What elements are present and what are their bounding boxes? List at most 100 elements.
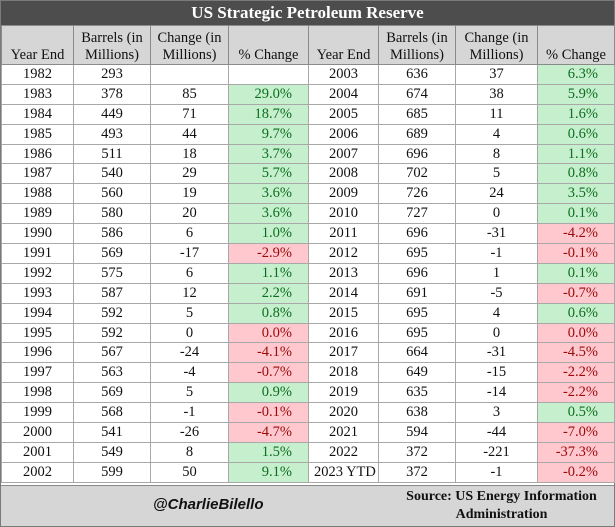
cell-year-end: 1991 (1, 243, 74, 264)
cell-pct-change-2: -4.5% (537, 342, 615, 364)
table-row: 1996 567 -24 -4.1% 2017 664 -31 -4.5% (1, 342, 615, 364)
cell-pct-change: -0.1% (228, 402, 309, 424)
cell-barrels: 580 (73, 203, 151, 225)
cell-year-end: 1985 (1, 123, 74, 145)
cell-pct-change: -4.7% (228, 422, 309, 443)
table-row: 2000 541 -26 -4.7% 2021 594 -44 -7.0% (1, 422, 615, 443)
cell-year-end-2: 2019 (308, 382, 379, 404)
table-row: 2001 549 8 1.5% 2022 372 -221 -37.3% (1, 441, 615, 463)
cell-barrels-2: 649 (378, 362, 456, 384)
cell-barrels: 493 (73, 123, 151, 145)
cell-pct-change-2: -0.7% (537, 282, 615, 304)
cell-change: 18 (150, 143, 229, 165)
cell-barrels-2: 726 (378, 183, 456, 205)
cell-barrels: 569 (73, 382, 151, 404)
cell-barrels: 563 (73, 362, 151, 384)
cell-pct-change: -0.7% (228, 362, 309, 384)
cell-barrels-2: 689 (378, 123, 456, 145)
cell-change: -17 (150, 243, 229, 264)
cell-barrels: 540 (73, 163, 151, 185)
col-header-barrels-2: Barrels (in Millions) (378, 25, 456, 65)
cell-pct-change: 29.0% (228, 83, 309, 105)
header-row: Year End Barrels (in Millions) Change (i… (1, 25, 615, 65)
cell-barrels-2: 696 (378, 262, 456, 284)
cell-change: 0 (150, 322, 229, 344)
table-row: 1998 569 5 0.9% 2019 635 -14 -2.2% (1, 382, 615, 404)
cell-pct-change-2: 3.5% (537, 183, 615, 205)
cell-year-end: 1989 (1, 203, 74, 225)
col-header-barrels: Barrels (in Millions) (73, 25, 151, 65)
table-row: 1990 586 6 1.0% 2011 696 -31 -4.2% (1, 223, 615, 245)
cell-pct-change-2: 0.6% (537, 302, 615, 324)
cell-pct-change: 1.0% (228, 223, 309, 245)
cell-change: -26 (150, 422, 229, 443)
cell-barrels: 560 (73, 183, 151, 205)
cell-year-end: 1997 (1, 362, 74, 384)
footer-bar: @CharlieBilello Source: US Energy Inform… (1, 485, 614, 526)
cell-pct-change: 3.6% (228, 203, 309, 225)
table-row: 1993 587 12 2.2% 2014 691 -5 -0.7% (1, 282, 615, 304)
cell-pct-change-2: -37.3% (537, 441, 615, 463)
cell-change (150, 64, 229, 85)
cell-change: 5 (150, 302, 229, 324)
table-body: 1982 293 2003 636 37 6.3% 1983 378 85 29.0% 2004 67… (1, 64, 615, 483)
cell-pct-change: 1.1% (228, 262, 309, 284)
cell-barrels-2: 636 (378, 64, 456, 85)
table-row: 1992 575 6 1.1% 2013 696 1 0.1% (1, 262, 615, 284)
cell-barrels-2: 372 (378, 461, 456, 483)
cell-year-end: 1995 (1, 322, 74, 344)
cell-change-2: -1 (455, 243, 538, 264)
source-note: Source: US Energy Information Administra… (406, 489, 597, 522)
cell-year-end-2: 2021 (308, 422, 379, 443)
cell-change: -24 (150, 342, 229, 364)
cell-change-2: -15 (455, 362, 538, 384)
table-title: US Strategic Petroleum Reserve (1, 1, 614, 25)
cell-change: 50 (150, 461, 229, 483)
cell-barrels-2: 695 (378, 243, 456, 264)
cell-pct-change-2: 0.5% (537, 402, 615, 424)
cell-barrels: 511 (73, 143, 151, 165)
cell-pct-change: 0.0% (228, 322, 309, 344)
cell-barrels-2: 702 (378, 163, 456, 185)
table-row: 1986 511 18 3.7% 2007 696 8 1.1% (1, 143, 615, 165)
table-row: 1982 293 2003 636 37 6.3% (1, 64, 615, 85)
col-header-year-end: Year End (1, 25, 74, 65)
cell-year-end-2: 2023 YTD (308, 461, 379, 483)
cell-year-end: 2000 (1, 422, 74, 443)
author-handle: @CharlieBilello (153, 496, 264, 513)
cell-year-end: 1990 (1, 223, 74, 245)
cell-barrels-2: 696 (378, 143, 456, 165)
cell-change-2: 11 (455, 103, 538, 125)
table-row: 1999 568 -1 -0.1% 2020 638 3 0.5% (1, 402, 615, 424)
cell-year-end: 1988 (1, 183, 74, 205)
cell-year-end-2: 2006 (308, 123, 379, 145)
col-header-pct-change-2: % Change (537, 25, 615, 65)
cell-change: -4 (150, 362, 229, 384)
cell-year-end-2: 2018 (308, 362, 379, 384)
cell-year-end: 1986 (1, 143, 74, 165)
cell-year-end: 1996 (1, 342, 74, 364)
cell-change-2: 0 (455, 203, 538, 225)
cell-pct-change-2: 0.0% (537, 322, 615, 344)
cell-year-end: 1984 (1, 103, 74, 125)
cell-year-end-2: 2010 (308, 203, 379, 225)
cell-change: 71 (150, 103, 229, 125)
cell-year-end-2: 2005 (308, 103, 379, 125)
col-header-year-end-2: Year End (308, 25, 379, 65)
cell-pct-change (228, 64, 309, 85)
cell-pct-change-2: 0.1% (537, 203, 615, 225)
cell-barrels-2: 695 (378, 302, 456, 324)
cell-barrels-2: 696 (378, 223, 456, 245)
cell-barrels-2: 695 (378, 322, 456, 344)
cell-barrels-2: 664 (378, 342, 456, 364)
cell-year-end: 1992 (1, 262, 74, 284)
cell-change-2: 4 (455, 302, 538, 324)
table-row: 1988 560 19 3.6% 2009 726 24 3.5% (1, 183, 615, 205)
cell-barrels: 293 (73, 64, 151, 85)
cell-pct-change-2: 6.3% (537, 64, 615, 85)
cell-change-2: 24 (455, 183, 538, 205)
cell-change-2: 5 (455, 163, 538, 185)
cell-change-2: -31 (455, 223, 538, 245)
cell-pct-change: 9.1% (228, 461, 309, 483)
